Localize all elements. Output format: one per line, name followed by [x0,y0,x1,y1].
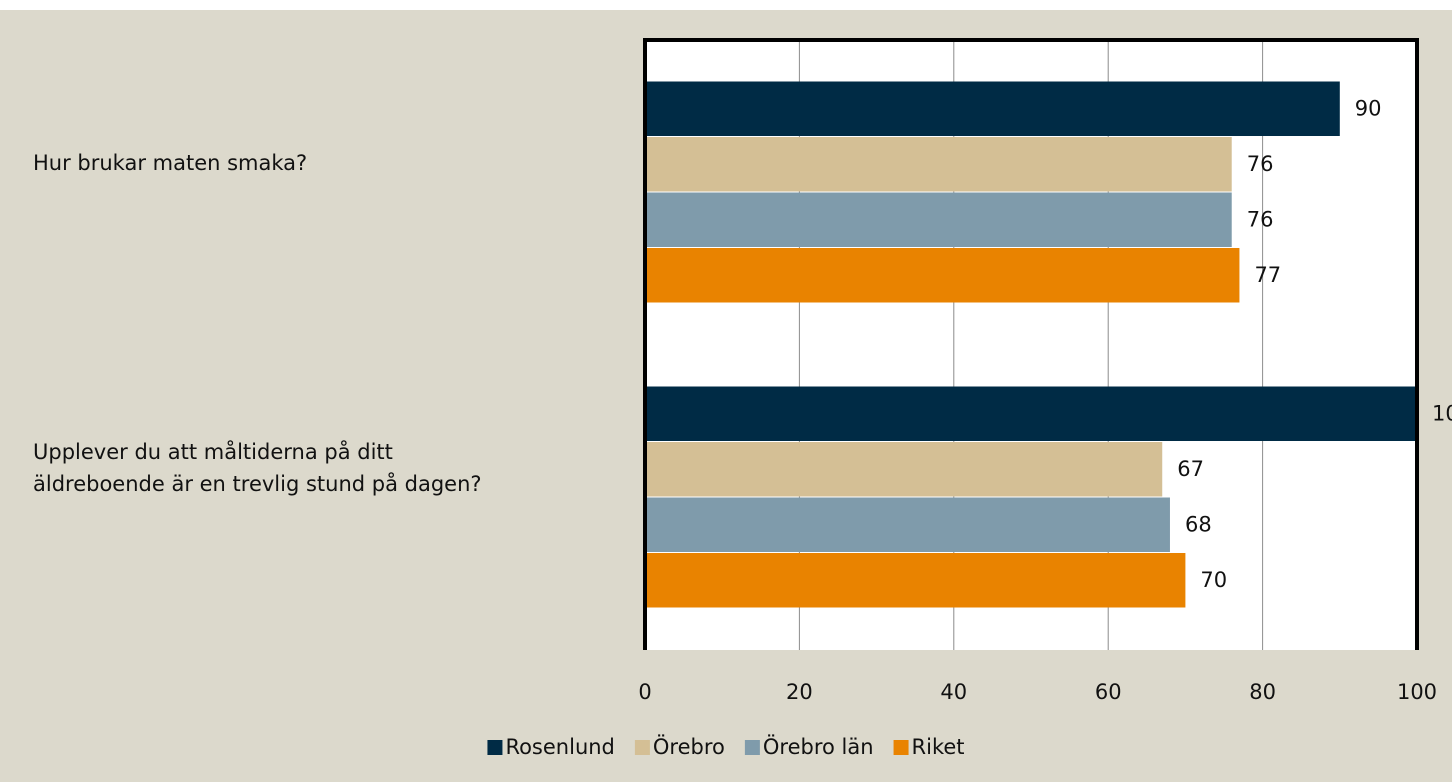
data-label: 100 [1432,401,1452,425]
bar [645,248,1240,303]
data-label: 90 [1355,96,1382,120]
legend-swatch [893,740,909,755]
bar [645,192,1232,247]
bar [645,81,1340,136]
legend-label: Rosenlund [505,735,614,759]
bar [645,497,1170,552]
x-tick-label: 0 [638,680,651,704]
data-label: 70 [1200,568,1227,592]
data-label: 76 [1247,207,1274,231]
bar [645,553,1186,608]
data-label: 76 [1247,152,1274,176]
data-label: 68 [1185,512,1212,536]
x-tick-label: 100 [1397,680,1437,704]
legend-swatch [744,740,760,755]
legend-label: Örebro [653,734,725,759]
legend-label: Örebro län [763,734,874,759]
x-tick-label: 80 [1249,680,1276,704]
data-label: 67 [1177,457,1204,481]
bar [645,137,1232,192]
legend-label: Riket [912,735,965,759]
x-tick-label: 40 [940,680,967,704]
data-label: 77 [1254,263,1281,287]
category-label: Upplever du att måltiderna på ditt äldre… [33,439,482,496]
bar [645,442,1163,497]
bar [645,386,1417,441]
legend-swatch [634,740,650,755]
legend-swatch [487,740,503,755]
category-label: Hur brukar maten smaka? [33,150,308,175]
x-tick-label: 60 [1095,680,1122,704]
x-tick-label: 20 [786,680,813,704]
